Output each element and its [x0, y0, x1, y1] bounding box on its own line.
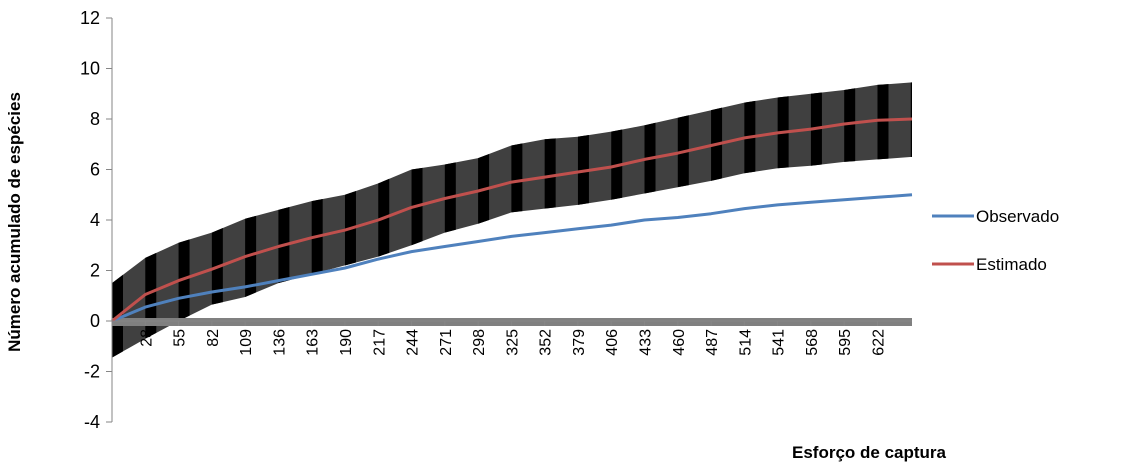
x-tick-label: 163: [305, 329, 322, 356]
legend-group: Observado Estimado: [932, 207, 1059, 274]
error-band: [112, 82, 912, 358]
series-line-estimado: [111, 117, 913, 323]
series-line-observado: [111, 193, 913, 323]
error-band-group: [112, 82, 912, 358]
error-bar-stripe: [145, 252, 157, 339]
y-axis-title: Número acumulado de espécies: [5, 92, 24, 352]
legend-label-observado: Observado: [976, 207, 1059, 226]
x-tick-label: 541: [771, 329, 788, 356]
x-axis-title: Esforço de captura: [792, 443, 947, 462]
x-tick-label: 487: [704, 329, 721, 356]
x-tick-label: 217: [371, 329, 388, 356]
y-tick-label: 12: [80, 8, 100, 28]
x-tick-label: 568: [804, 329, 821, 356]
x-tick-label: 82: [205, 329, 222, 347]
x-tick-label: 406: [604, 329, 621, 356]
x-tick-label: 595: [837, 329, 854, 356]
error-bar-stripe: [511, 143, 523, 213]
x-tick-label: 433: [638, 329, 655, 356]
y-tick-label: -2: [84, 362, 100, 382]
y-tick-label: 4: [90, 210, 100, 230]
y-tick-label: 0: [90, 311, 100, 331]
y-tick-label: 6: [90, 160, 100, 180]
error-bar-stripe: [877, 84, 889, 160]
x-tick-label: 190: [338, 329, 355, 356]
series-lines-group: [111, 117, 913, 323]
x-tick-label: 28: [138, 329, 155, 347]
legend-label-estimado: Estimado: [976, 255, 1047, 274]
x-tick-label: 244: [405, 329, 422, 356]
x-tick-label: 325: [504, 329, 521, 356]
y-tick-label: -4: [84, 412, 100, 432]
x-tick-label: 622: [870, 329, 887, 356]
y-tick-label: 2: [90, 261, 100, 281]
x-tick-label: 352: [538, 329, 555, 356]
y-tick-label: 8: [90, 109, 100, 129]
axes-group: -4 -2 0 2 4 6 8 10 12 28 55 82 109 136 163 190 217 244 271…: [80, 8, 912, 432]
error-bar-stripe: [544, 138, 556, 209]
x-tick-label: 460: [671, 329, 688, 356]
x-tick-label: 109: [238, 329, 255, 356]
x-tick-label: 271: [438, 329, 455, 356]
y-tick-label: 10: [80, 59, 100, 79]
x-tick-label: 136: [271, 329, 288, 356]
x-tick-label: 379: [571, 329, 588, 356]
error-bar-stripe: [844, 88, 856, 162]
x-tick-label: 298: [471, 329, 488, 356]
x-tick-label: 55: [172, 329, 189, 347]
x-tick-label: 514: [737, 329, 754, 356]
